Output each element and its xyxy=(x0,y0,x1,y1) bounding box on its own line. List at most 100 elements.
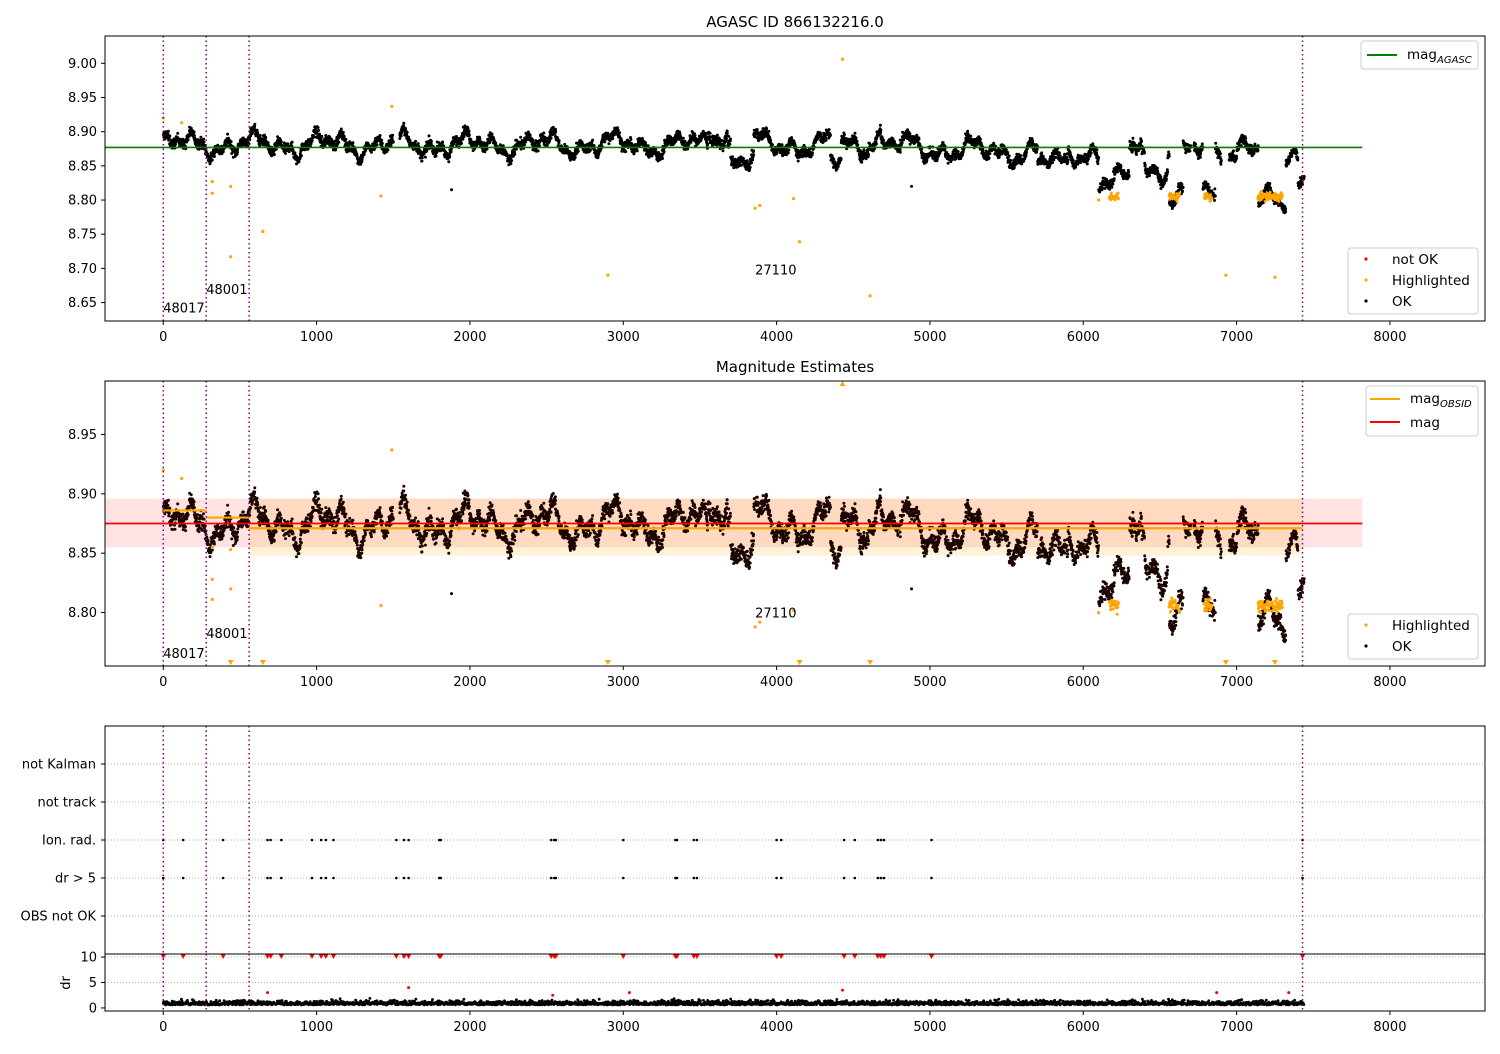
ok-point xyxy=(661,157,664,160)
ok-point xyxy=(810,151,814,155)
ok-point xyxy=(1284,207,1288,211)
ok-point xyxy=(1057,151,1061,155)
ok-point xyxy=(380,142,384,145)
ok-point xyxy=(339,127,343,131)
ok-point xyxy=(416,142,420,146)
ok-point xyxy=(988,152,992,156)
ok-point xyxy=(301,142,304,146)
ok-point xyxy=(202,140,206,144)
ok-point xyxy=(230,152,234,155)
ok-point xyxy=(461,137,465,141)
ok-point xyxy=(478,137,482,141)
ok-point xyxy=(908,132,912,136)
ok-point xyxy=(519,135,523,139)
ok-point xyxy=(1139,139,1143,143)
ok-point xyxy=(635,149,639,153)
ok-point xyxy=(731,155,734,159)
ok-point xyxy=(1155,166,1159,170)
ok-point xyxy=(557,141,561,145)
ok-point xyxy=(1159,176,1163,179)
ok-point xyxy=(592,144,596,147)
ok-point xyxy=(1127,170,1131,174)
ok-point xyxy=(588,148,592,152)
ok-point xyxy=(192,134,196,137)
ok-point xyxy=(1284,210,1288,214)
ok-point xyxy=(1156,169,1160,173)
ok-point xyxy=(742,157,745,161)
ok-point xyxy=(1040,151,1044,155)
ok-point xyxy=(427,134,431,138)
ok-point xyxy=(1253,142,1257,146)
ok-point xyxy=(1143,163,1147,167)
ok-point xyxy=(226,132,230,136)
ok-point xyxy=(1288,158,1292,162)
ok-point xyxy=(514,147,518,151)
ok-point xyxy=(264,136,268,140)
ok-point xyxy=(1009,159,1013,162)
ok-point xyxy=(391,133,395,137)
ok-point xyxy=(210,158,214,162)
ok-point xyxy=(447,160,451,164)
ok-point xyxy=(291,149,295,153)
ok-point xyxy=(956,150,960,154)
ok-point xyxy=(276,135,280,139)
ok-point xyxy=(618,131,622,135)
ok-point xyxy=(839,157,843,161)
ok-point xyxy=(898,148,902,152)
ok-point xyxy=(467,129,471,133)
ok-point xyxy=(441,140,445,144)
ok-point xyxy=(375,143,379,147)
ok-point xyxy=(1206,182,1210,186)
ok-point xyxy=(192,130,196,134)
ok-point xyxy=(429,139,433,143)
ok-point xyxy=(725,137,728,141)
ok-point xyxy=(1097,156,1101,159)
ok-point xyxy=(1142,150,1146,154)
ok-point xyxy=(1198,155,1202,159)
ok-point xyxy=(316,126,320,129)
ok-point xyxy=(523,143,526,147)
ok-point xyxy=(748,165,752,169)
ok-point xyxy=(966,129,970,133)
ok-point xyxy=(681,136,685,140)
ok-point xyxy=(166,129,170,133)
ok-point xyxy=(342,134,346,138)
ok-point xyxy=(1074,165,1078,169)
ok-point xyxy=(786,151,790,155)
ok-point xyxy=(1188,149,1192,153)
ok-point xyxy=(616,128,620,132)
ok-point xyxy=(229,140,233,144)
ok-point xyxy=(344,137,348,141)
ok-point xyxy=(380,138,384,142)
ok-point xyxy=(1116,170,1120,174)
ok-point xyxy=(1147,174,1151,178)
ok-point xyxy=(1218,152,1222,156)
ok-point xyxy=(855,139,859,143)
ok-point xyxy=(769,138,773,142)
ok-point xyxy=(727,134,731,138)
ok-point xyxy=(513,152,517,156)
ok-point xyxy=(466,126,470,130)
ok-point xyxy=(693,134,697,137)
ok-point xyxy=(306,147,310,151)
ok-point xyxy=(227,136,231,140)
ok-point xyxy=(853,131,857,135)
ok-point xyxy=(1166,170,1170,174)
ok-point xyxy=(1110,185,1114,189)
ok-point xyxy=(255,128,259,132)
ok-point xyxy=(208,162,212,166)
ok-point xyxy=(399,134,403,138)
ok-point xyxy=(906,128,910,132)
ok-point xyxy=(765,127,769,131)
ok-point xyxy=(369,150,373,154)
ok-point xyxy=(391,140,395,144)
ok-point xyxy=(611,137,615,140)
ok-point xyxy=(832,157,836,161)
ok-point xyxy=(206,153,210,157)
ok-point xyxy=(293,151,297,155)
ok-point xyxy=(414,139,418,143)
ok-point xyxy=(662,149,666,153)
ok-point xyxy=(290,140,294,144)
ok-point xyxy=(1269,186,1273,190)
